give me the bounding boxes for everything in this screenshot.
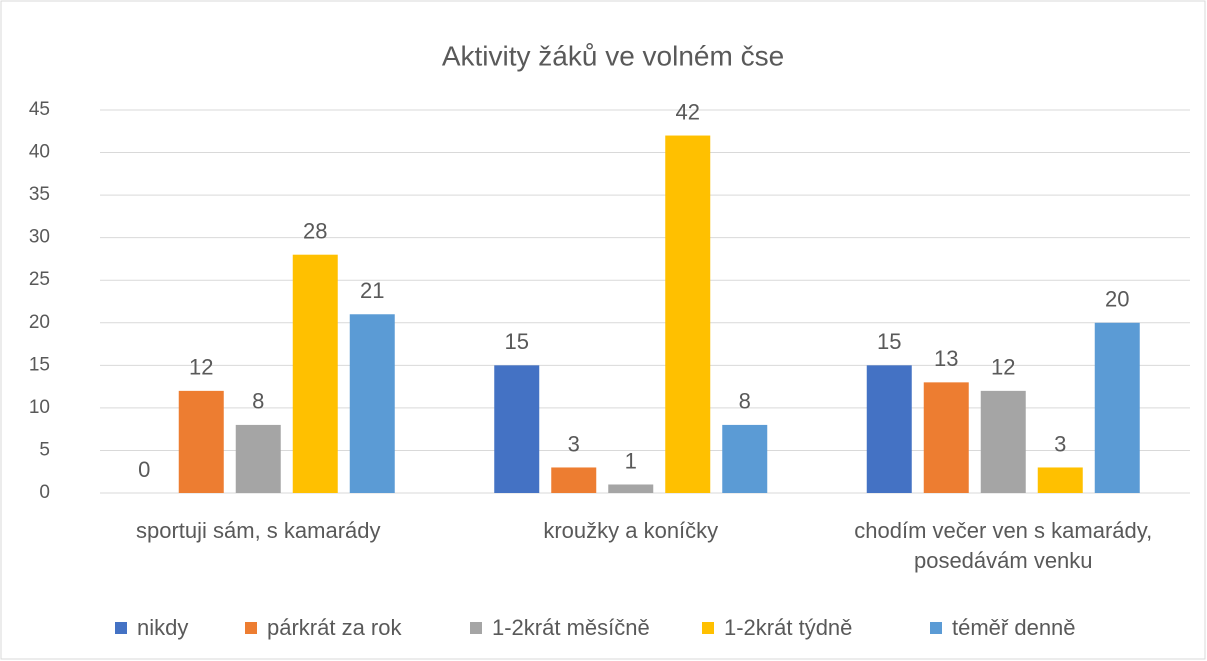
legend-swatch [470, 622, 482, 634]
y-tick-label: 20 [29, 312, 50, 333]
x-tick-label: sportuji sám, s kamarády [135, 518, 381, 543]
bar [722, 424, 768, 493]
bar [292, 254, 338, 493]
bar [235, 424, 281, 493]
chart-title: Aktivity žáků ve volném čse [442, 40, 784, 71]
legend-swatch [245, 622, 257, 634]
y-tick-label: 35 [29, 184, 50, 205]
y-tick-label: 45 [29, 99, 50, 120]
bar [551, 467, 597, 493]
value-label: 13 [934, 346, 958, 371]
legend-label: párkrát za rok [267, 615, 402, 640]
value-label: 8 [252, 389, 264, 414]
y-tick-label: 40 [29, 142, 50, 163]
value-label: 15 [877, 329, 901, 354]
bar [980, 390, 1026, 493]
legend-label: 1-2krát měsíčně [492, 615, 650, 640]
x-tick-label: kroužky a koníčky [543, 518, 719, 543]
value-label: 15 [505, 329, 529, 354]
value-label: 3 [1054, 431, 1066, 456]
bar [608, 484, 654, 493]
y-tick-label: 30 [29, 227, 50, 248]
bar [1037, 467, 1083, 493]
legend-label: nikdy [137, 615, 188, 640]
value-label: 8 [739, 389, 751, 414]
value-label: 3 [568, 431, 580, 456]
bar [923, 382, 969, 493]
value-label: 12 [189, 355, 213, 380]
value-label: 1 [625, 448, 637, 473]
value-label: 42 [676, 99, 700, 124]
value-label: 28 [303, 219, 327, 244]
legend-label: téměř denně [952, 615, 1076, 640]
y-tick-label: 0 [39, 482, 50, 503]
bar [494, 365, 540, 493]
y-tick-label: 10 [29, 397, 50, 418]
legend-swatch [702, 622, 714, 634]
x-tick-label: chodím večer ven s kamarády, posedávám v… [854, 518, 1153, 573]
value-label: 21 [360, 278, 384, 303]
legend-swatch [930, 622, 942, 634]
value-label: 20 [1105, 287, 1129, 312]
bar [349, 314, 395, 493]
value-label: 12 [991, 355, 1015, 380]
bar [665, 135, 711, 494]
bar [178, 390, 224, 493]
y-tick-label: 5 [39, 439, 50, 460]
legend-label: 1-2krát týdně [724, 615, 852, 640]
value-label: 0 [138, 457, 150, 482]
legend-swatch [115, 622, 127, 634]
bar [1094, 322, 1140, 493]
y-tick-label: 25 [29, 269, 50, 290]
y-tick-label: 15 [29, 354, 50, 375]
bar [866, 365, 912, 493]
